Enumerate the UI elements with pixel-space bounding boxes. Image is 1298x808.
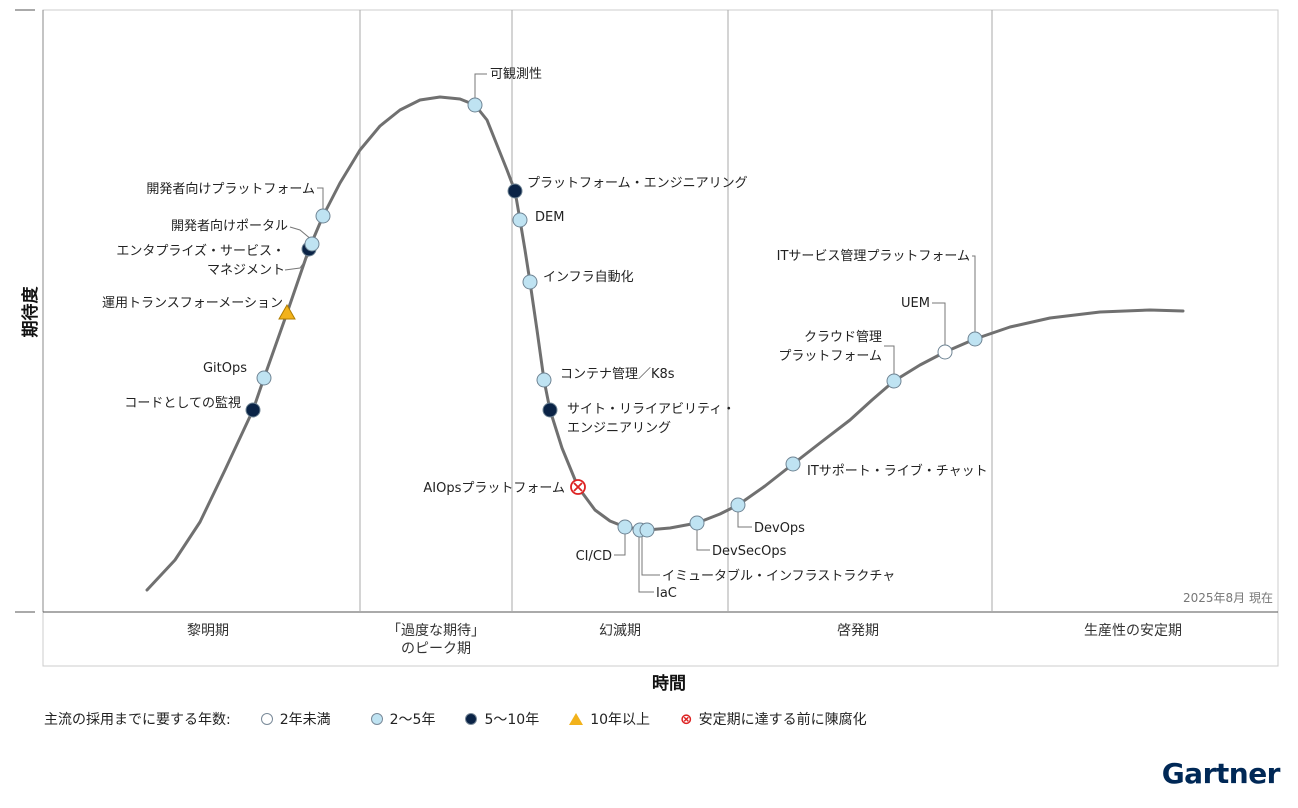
point-marker [639,522,655,538]
point-label: GitOps [203,361,247,376]
point-label: プラットフォーム・エンジニアリング [527,176,748,191]
point-label: AIOpsプラットフォーム [423,481,565,496]
point-label: 可観測性 [490,67,542,82]
point-label: エンタプライズ・サービス・マネジメント [116,243,285,278]
point-label: DevSecOps [712,544,787,559]
phase-label: 生産性の安定期 [1084,623,1182,639]
phase-label: 黎明期 [187,623,229,639]
leader-line [696,529,710,551]
point-marker [617,519,633,535]
point-label: UEM [901,296,930,311]
legend-item-2-5-years: 2〜5年 [370,709,436,729]
leader-line [972,255,976,333]
navy-circle-icon [465,713,478,725]
legend-item-5-10-years: 5〜10年 [465,709,539,729]
point-label: サイト・リライアビリティ・エンジニアリング [567,402,735,436]
legend-item-under-2-years: 2年未満 [260,709,331,729]
legend-title: 主流の採用までに要する年数: [44,712,231,728]
triangle-icon [569,713,584,725]
x-axis-label: 時間 [652,673,686,694]
point-label: ITサポート・ライブ・チャット [807,463,988,479]
point-marker [785,456,801,472]
leader-line [284,254,310,271]
point-label: 運用トランスフォーメーション [102,296,283,311]
point-marker [536,372,552,388]
leader-line [638,536,654,593]
phase-label: 啓発期 [837,623,879,639]
point-label: コンテナ管理／K8s [560,367,675,382]
point-label: DEM [535,210,564,225]
phase-label: 「過度な期待」のピーク期 [387,623,485,657]
point-label: DevOps [754,521,805,536]
point-marker [542,402,558,418]
leader-line [317,187,324,210]
point-marker [256,370,272,386]
point-marker [315,208,331,224]
leader-line [884,345,895,375]
point-marker [886,373,902,389]
point-marker [689,515,705,531]
point-label: ITサービス管理プラットフォーム [777,249,970,264]
point-label: クラウド管理プラットフォーム [778,330,882,364]
point-label: インフラ自動化 [543,270,634,285]
legend-label: 10年以上 [590,712,651,728]
legend-label: 安定期に達する前に陳腐化 [698,712,867,728]
gartner-logo: Gartner [1161,757,1281,790]
point-marker [467,97,483,113]
phase-band [42,611,1279,667]
leader-line [641,536,660,576]
white-circle-icon [260,713,273,725]
legend-label: 5〜10年 [484,712,540,728]
legend-label: 2年未満 [279,712,331,728]
legend-label: 2〜5年 [389,712,436,728]
triangle-marker [278,303,296,320]
point-marker [522,274,538,290]
point-marker [507,183,523,199]
leader-line [737,511,752,528]
point-label: CI/CD [576,549,612,564]
point-marker [967,331,983,347]
as-of-date: 2025年8月 現在 [1183,591,1273,605]
leader-line [614,533,626,556]
point-marker [245,402,261,418]
point-label: 開発者向けプラットフォーム [146,181,315,197]
legend-item-obsolete: ⊗ 安定期に達する前に陳腐化 [680,709,867,729]
leader-line [932,302,946,346]
point-marker [304,236,320,252]
point-label: イミュータブル・インフラストラクチャ [662,568,895,584]
phase-label: 幻滅期 [599,623,641,639]
point-marker [512,212,528,228]
legend: 主流の採用までに要する年数: 2年未満 2〜5年 5〜10年 10年以上 ⊗ 安定… [44,709,867,729]
plot-area [42,9,1279,613]
leader-line [474,73,487,99]
y-axis-label: 期待度 [20,286,41,338]
x-circle-icon: ⊗ [680,710,693,728]
legend-item-over-10-years: 10年以上 [569,709,650,729]
point-label: IaC [656,586,677,601]
point-label: 開発者向けポータル [171,218,288,234]
point-label: コードとしての監視 [124,395,241,411]
light-blue-circle-icon [370,713,383,725]
point-marker [730,497,746,513]
leader-line [289,226,313,241]
point-marker [937,344,953,360]
obsolete-marker [570,479,586,495]
